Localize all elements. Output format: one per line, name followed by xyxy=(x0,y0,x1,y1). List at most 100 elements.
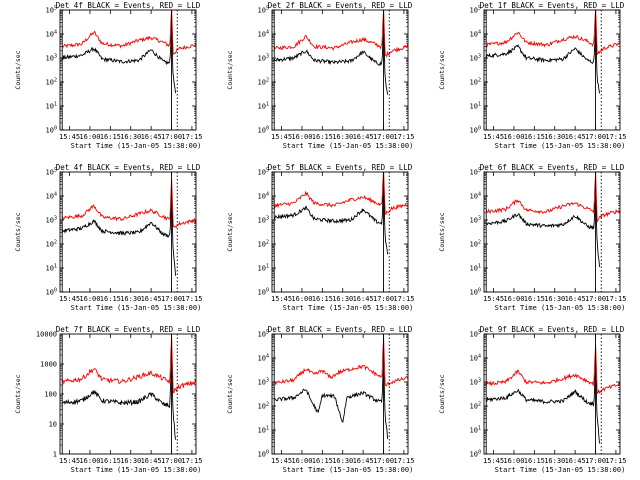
y-tick-label: 100 xyxy=(258,288,269,297)
tick-exponent: 4 xyxy=(478,354,481,360)
tick-exponent: 3 xyxy=(478,216,481,222)
series-red-lld-line xyxy=(61,336,196,394)
y-tick-label: 100 xyxy=(470,126,481,135)
tick-exponent: 1 xyxy=(478,264,481,270)
tick-base: 10 xyxy=(470,289,478,297)
chart-title: Det 2f BLACK = Events, RED = LLD xyxy=(268,1,413,10)
y-tick-label: 103 xyxy=(470,216,481,225)
tick-base: 10 xyxy=(258,451,266,459)
x-tick-label: 17:00 xyxy=(373,133,394,141)
x-tick-label: 16:15 xyxy=(100,133,121,141)
y-tick-label: 101 xyxy=(258,426,269,435)
y-tick-label: 102 xyxy=(470,402,481,411)
y-tick-label: 10000 xyxy=(36,331,57,339)
y-tick-label: 101 xyxy=(470,264,481,273)
tick-base: 10 xyxy=(470,169,478,177)
chart-panel-2: Det 2f BLACK = Events, RED = LLD Counts/s… xyxy=(226,1,414,150)
series-black-events-line xyxy=(61,28,177,94)
x-tick-label: 16:45 xyxy=(141,133,162,141)
tick-base: 10 xyxy=(258,217,266,225)
chart-panel-3: Det 1f BLACK = Events, RED = LLD Counts/s… xyxy=(438,1,626,150)
series-black-events-line xyxy=(273,32,389,95)
x-tick-label: 16:45 xyxy=(353,457,374,465)
x-axis-label: Start Time (15-Jan-05 15:38:00) xyxy=(283,304,414,312)
tick-exponent: 1 xyxy=(478,426,481,432)
tick-base: 10 xyxy=(470,217,478,225)
x-tick-label: 16:45 xyxy=(353,133,374,141)
tick-exponent: 3 xyxy=(266,54,269,60)
tick-base: 10 xyxy=(258,289,266,297)
tick-exponent: 0 xyxy=(54,288,57,294)
series-red-lld-line xyxy=(61,178,196,228)
x-tick-label: 17:15 xyxy=(181,457,202,465)
y-tick-label: 105 xyxy=(258,6,269,15)
y-tick-label: 103 xyxy=(46,54,57,63)
y-axis-label: Counts/sec xyxy=(438,50,446,89)
x-tick-label: 15:45 xyxy=(483,295,504,303)
x-tick-label: 17:00 xyxy=(373,457,394,465)
y-tick-label: 104 xyxy=(470,354,481,363)
tick-base: 10 xyxy=(470,427,478,435)
series-group xyxy=(274,337,408,440)
tick-exponent: 0 xyxy=(54,126,57,132)
y-tick-label: 102 xyxy=(258,78,269,87)
x-axis-label: Start Time (15-Jan-05 15:38:00) xyxy=(495,304,626,312)
chart-title: Det 7f BLACK = Events, RED = LLD xyxy=(56,325,201,334)
series-red-lld-line xyxy=(273,10,408,58)
x-tick-label: 16:00 xyxy=(291,457,312,465)
tick-exponent: 0 xyxy=(478,288,481,294)
x-tick-label: 15:45 xyxy=(271,133,292,141)
tick-base: 10 xyxy=(258,427,266,435)
x-tick-label: 17:15 xyxy=(181,295,202,303)
x-tick-label: 17:15 xyxy=(393,133,414,141)
tick-exponent: 5 xyxy=(54,6,57,12)
x-tick-label: 16:30 xyxy=(544,133,565,141)
tick-base: 10 xyxy=(258,193,266,201)
y-tick-label: 101 xyxy=(470,102,481,111)
chart-panel-5: Det 5f BLACK = Events, RED = LLD Counts/s… xyxy=(226,163,414,312)
tick-base: 10 xyxy=(258,265,266,273)
x-tick-label: 16:30 xyxy=(332,133,353,141)
plot-frame xyxy=(59,333,197,455)
chart-title: Det 4f BLACK = Events, RED = LLD xyxy=(56,1,201,10)
series-group xyxy=(61,178,196,276)
tick-base: 10 xyxy=(46,31,54,39)
tick-base: 10 xyxy=(46,169,54,177)
x-tick-label: 16:30 xyxy=(544,457,565,465)
tick-exponent: 4 xyxy=(54,192,57,198)
tick-exponent: 2 xyxy=(478,402,481,408)
series-black-events-line xyxy=(485,197,601,268)
x-tick-label: 17:15 xyxy=(605,457,626,465)
series-red-lld-line xyxy=(485,173,620,223)
y-tick-label: 100 xyxy=(46,288,57,297)
tick-base: 10 xyxy=(470,55,478,63)
series-black-events-line xyxy=(61,201,177,276)
tick-exponent: 3 xyxy=(478,54,481,60)
tick-exponent: 2 xyxy=(54,78,57,84)
x-tick-label: 16:30 xyxy=(332,457,353,465)
y-tick-label: 104 xyxy=(46,30,57,39)
tick-exponent: 2 xyxy=(478,240,481,246)
y-tick-label: 104 xyxy=(470,192,481,201)
plot-frame xyxy=(483,333,621,455)
x-tick-label: 15:45 xyxy=(59,133,80,141)
y-tick-label: 100 xyxy=(44,391,57,399)
chart-title: Det 6f BLACK = Events, RED = LLD xyxy=(480,163,625,172)
chart-panel-4: Det 4f BLACK = Events, RED = LLD Counts/s… xyxy=(14,163,202,312)
series-group xyxy=(485,10,620,94)
x-tick-label: 16:15 xyxy=(100,295,121,303)
x-tick-label: 16:15 xyxy=(312,295,333,303)
tick-base: 10 xyxy=(470,355,478,363)
chart-title: Det 1f BLACK = Events, RED = LLD xyxy=(480,1,625,10)
x-axis-label: Start Time (15-Jan-05 15:38:00) xyxy=(495,142,626,150)
y-tick-label: 104 xyxy=(46,192,57,201)
tick-base: 10 xyxy=(46,289,54,297)
tick-base: 10 xyxy=(470,103,478,111)
tick-exponent: 5 xyxy=(478,6,481,12)
x-tick-label: 16:45 xyxy=(565,457,586,465)
tick-exponent: 1 xyxy=(478,102,481,108)
x-axis-label: Start Time (15-Jan-05 15:38:00) xyxy=(71,466,202,474)
tick-base: 10 xyxy=(470,79,478,87)
tick-base: 10 xyxy=(46,79,54,87)
